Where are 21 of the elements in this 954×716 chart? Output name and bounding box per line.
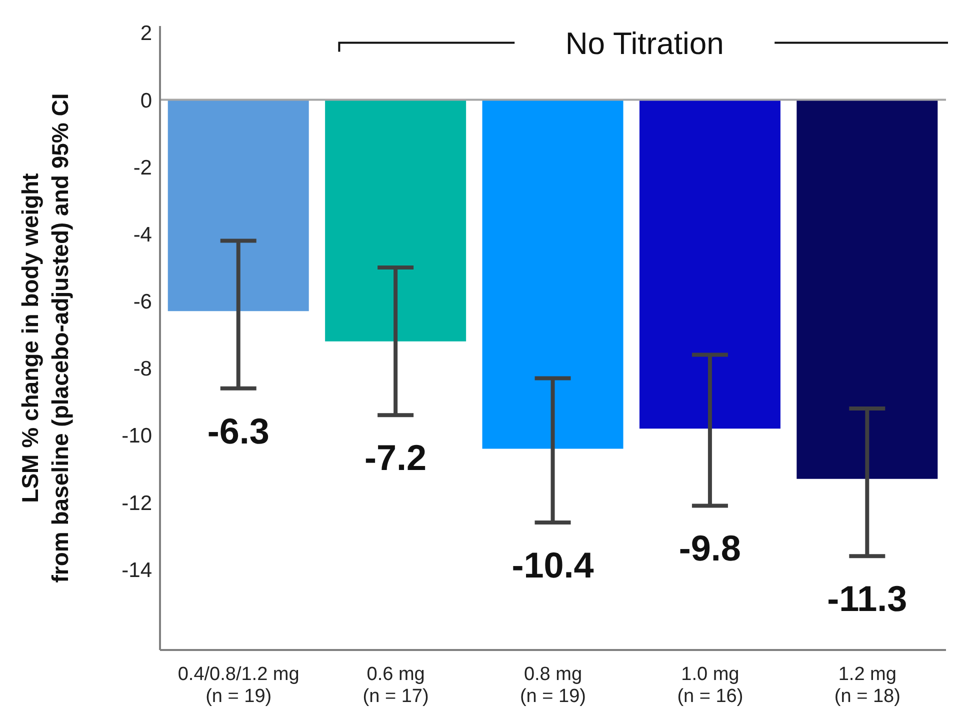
- y-axis-title: LSM % change in body weight from baseline (placebo-adjusted) and 95% CI: [17, 93, 73, 583]
- annotation: No Titration: [565, 26, 724, 61]
- x-tick-label: 1.2 mg (n = 18): [834, 664, 900, 707]
- y-tick-label: 0: [140, 89, 152, 112]
- data-label: -6.3: [207, 410, 270, 452]
- y-tick-label: -6: [133, 290, 152, 314]
- y-tick-label: -2: [133, 156, 152, 180]
- x-tick-label: 0.6 mg (n = 17): [362, 664, 429, 707]
- y-tick-label: 2: [140, 22, 152, 46]
- y-tick-label: -8: [133, 358, 152, 381]
- y-tick-label: -4: [133, 223, 152, 246]
- x-tick-label: 0.8 mg (n = 19): [520, 664, 586, 707]
- x-tick-label: 0.4/0.8/1.2 mg (n = 19): [178, 664, 300, 707]
- data-label: -7.2: [364, 437, 427, 478]
- data-label: -9.8: [678, 528, 741, 569]
- y-tick-label: -12: [122, 492, 152, 515]
- y-tick-label: -14: [122, 558, 152, 582]
- data-label: -10.4: [512, 544, 594, 586]
- x-tick-label: 1.0 mg (n = 16): [677, 664, 744, 707]
- y-tick-label: -10: [122, 424, 152, 448]
- data-label: -11.3: [827, 578, 908, 620]
